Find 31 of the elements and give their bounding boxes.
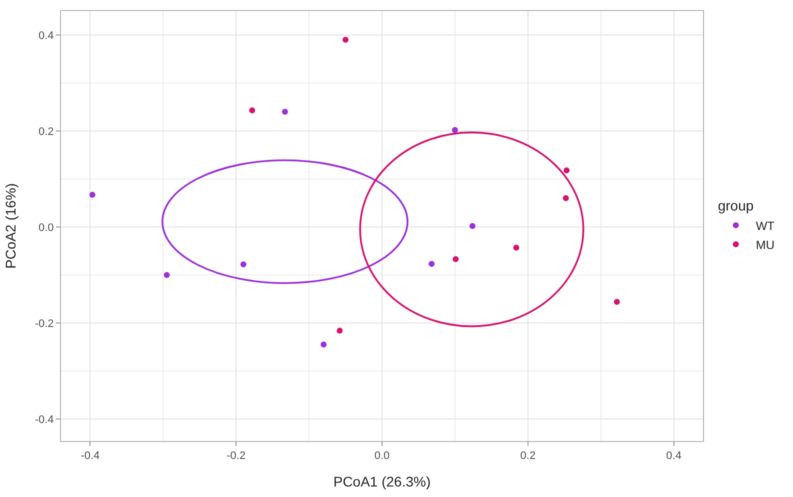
- point: [452, 127, 458, 134]
- x-tick-label: 0.2: [520, 450, 536, 462]
- point: [89, 192, 96, 198]
- y-tick-label: 0.2: [38, 126, 54, 138]
- point: [336, 328, 343, 334]
- y-axis-title: PCoA2 (16%): [2, 183, 18, 269]
- point: [452, 256, 459, 262]
- legend-label: MU: [756, 238, 775, 252]
- y-tick-label: -0.2: [34, 318, 54, 330]
- y-tick-label: 0.4: [38, 30, 54, 42]
- point: [614, 298, 620, 305]
- x-tick-label: -0.2: [226, 450, 246, 462]
- y-tick-label: -0.4: [34, 414, 54, 426]
- x-tick-label: 0.0: [374, 450, 390, 462]
- x-tick-label: -0.4: [80, 450, 100, 462]
- point: [342, 36, 349, 43]
- point: [428, 260, 435, 267]
- x-tick-label: 0.4: [666, 450, 682, 462]
- point: [320, 342, 327, 348]
- point: [564, 167, 570, 174]
- point: [469, 223, 476, 229]
- x-axis-title: PCoA1 (26.3%): [333, 474, 431, 490]
- point: [562, 195, 569, 202]
- point: [240, 261, 246, 268]
- point: [164, 272, 170, 278]
- point: [282, 108, 288, 115]
- point: [513, 244, 520, 251]
- y-tick-label: 0.0: [38, 222, 54, 234]
- point: [249, 107, 256, 114]
- legend-title: group: [718, 198, 754, 214]
- legend-label: WT: [756, 218, 776, 233]
